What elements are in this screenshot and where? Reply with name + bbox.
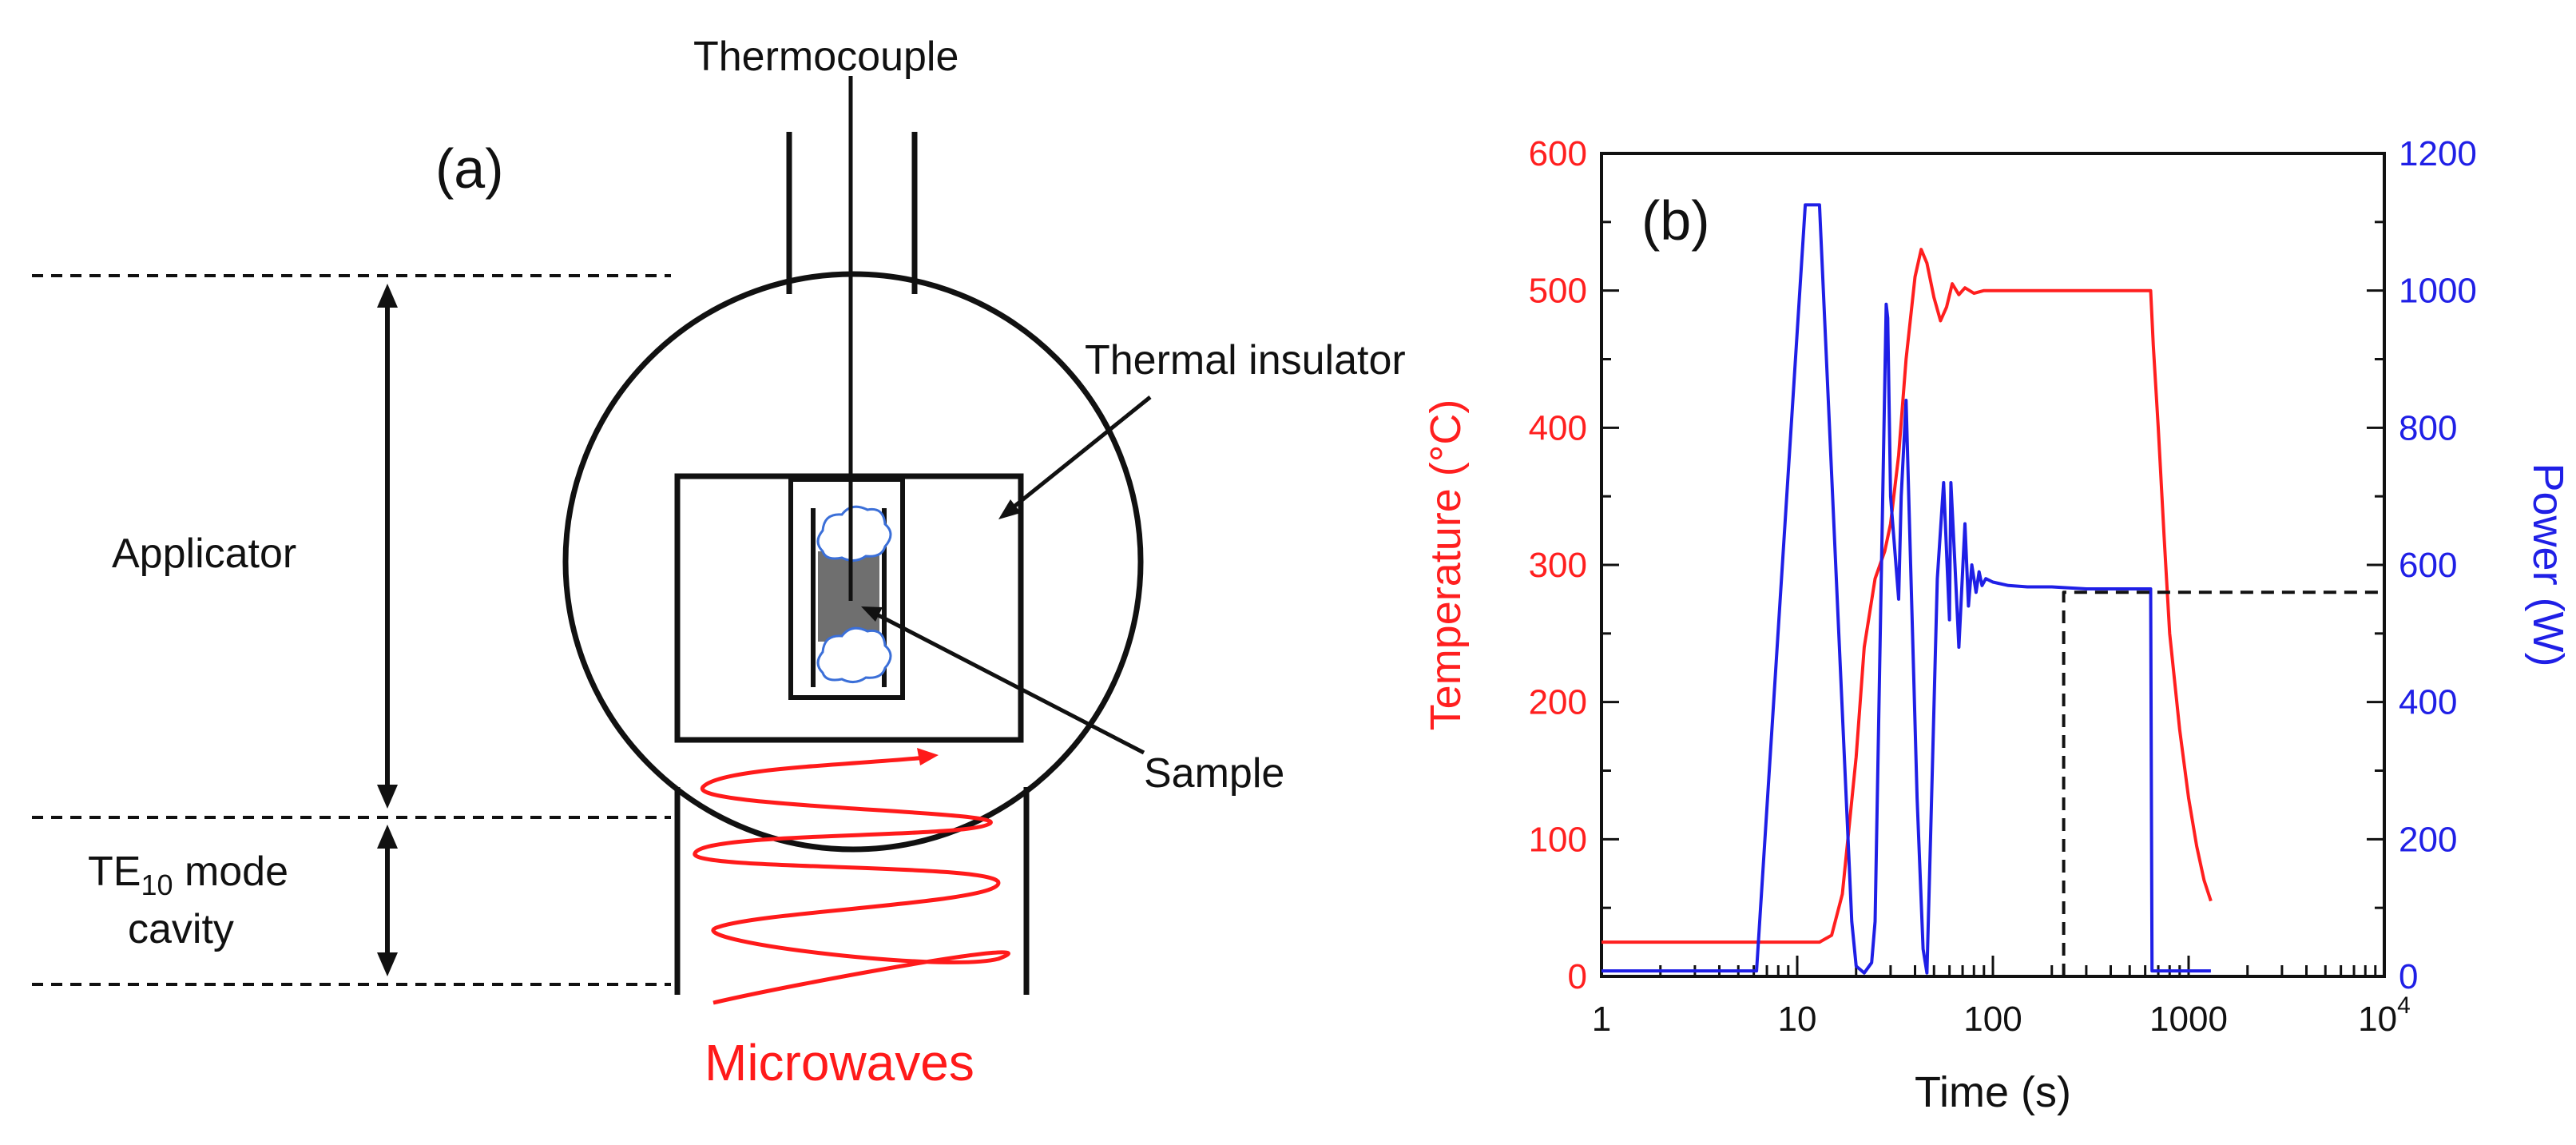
thermocouple-label: Thermocouple [693,34,959,80]
cavity-label-line2: cavity [128,906,234,952]
right-tick-label: 800 [2399,408,2457,447]
x-tick-label: 10 [1778,1000,1817,1039]
thermal-insulator-arrow [998,396,1152,519]
x-tick-label: 100 [1963,1000,2022,1039]
right-tick-label: 1200 [2399,134,2477,173]
left-tick-label: 100 [1529,820,1587,859]
cavity-label-main: TE [88,849,141,895]
microwave-arrowhead [917,748,939,765]
panel-b-label: (b) [1641,189,1710,252]
applicator-sphere [562,271,1144,853]
microwaves-label: Microwaves [705,1034,974,1091]
cavity-dimension-arrow [377,825,398,976]
x-tick-label: 1 [1592,1000,1611,1039]
quartz-wool-bottom-icon [816,626,892,683]
left-tick-label: 0 [1568,957,1587,996]
right-tick-label: 1000 [2399,272,2477,311]
x-tick-exponent: 4 [2397,992,2411,1019]
temperature-line [1602,248,2213,944]
cavity-label-subscript: 10 [141,869,173,901]
applicator-label: Applicator [112,531,296,577]
right-tick-label: 600 [2399,546,2457,585]
x-axis-ticks: 1 10 100 1000 104 [1592,956,2411,1039]
steady-state-dashed-line [2062,590,2384,976]
series-layer [1602,203,2384,976]
left-tick-label: 200 [1529,683,1587,722]
left-tick-label: 600 [1529,134,1587,173]
sample-holder-outer [788,477,905,700]
panel-a-label: (a) [435,137,504,200]
right-tick-label: 200 [2399,820,2457,859]
cavity-label-line1: TE10 mode [88,849,288,901]
x-tick-label: 104 [2358,992,2411,1039]
sample-arrow [861,606,1145,755]
applicator-dimension-arrow [377,284,398,809]
power-line [1602,203,2211,975]
microwave-wave [693,755,1010,1005]
applicator-diagram: (a) Applicator TE10 mode cavity [32,34,1406,1091]
right-axis-ticks: 0 200 400 600 800 1000 1200 [2367,134,2477,996]
left-tick-label: 400 [1529,408,1587,447]
sample-label: Sample [1144,750,1284,797]
plot-frame [1600,152,2386,978]
right-tick-label: 400 [2399,683,2457,722]
quartz-wool-top-icon [816,505,892,562]
left-axis-title: Temperature (°C) [1422,400,1470,731]
x-tick-label: 1000 [2149,1000,2228,1039]
temperature-power-chart: (b) 1 10 100 1000 104 0 100 200 300 400 500 600 0 2… [1422,134,2572,1116]
x-axis-title: Time (s) [1915,1068,2071,1116]
left-axis-ticks: 0 100 200 300 400 500 600 [1529,134,1619,996]
right-axis-title: Power (W) [2524,463,2572,667]
right-tick-label: 0 [2399,957,2418,996]
left-tick-label: 300 [1529,546,1587,585]
left-tick-label: 500 [1529,272,1587,311]
cavity-label-mode: mode [173,849,289,895]
thermal-insulator-label: Thermal insulator [1085,337,1406,384]
